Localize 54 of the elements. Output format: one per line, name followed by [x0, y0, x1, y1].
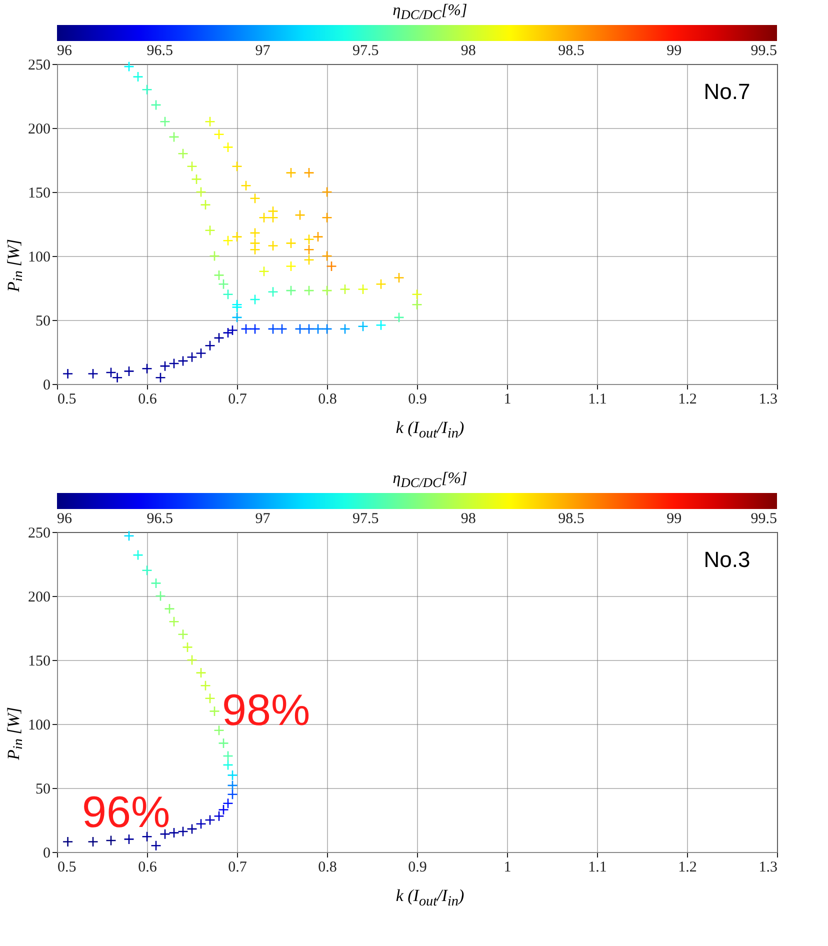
y-tick-label: 50 — [36, 782, 50, 798]
color-bar-title: η$_{DC/DC}$[%] — [392, 2, 468, 24]
color-bar-label: 97.5 — [352, 43, 379, 59]
color-bar-label: 99.5 — [750, 43, 777, 59]
x-axis-title: k (I$_{out}$/I$_{in}$) — [394, 418, 466, 442]
x-tick-label: 1 — [504, 860, 512, 876]
y-tick-label: 50 — [36, 314, 50, 330]
x-tick-label: 1 — [504, 392, 512, 408]
annotation: No.7 — [704, 79, 750, 104]
color-bar-label: 96 — [57, 43, 72, 59]
x-tick-label: 1.3 — [758, 392, 778, 408]
y-tick-label: 150 — [28, 654, 50, 670]
x-tick-label: 0.8 — [318, 392, 337, 408]
x-tick-label: 0.6 — [138, 392, 158, 408]
color-bar-label: 99.5 — [750, 511, 777, 527]
y-tick-label: 100 — [28, 250, 50, 266]
x-tick-label: 0.9 — [408, 392, 427, 408]
x-tick-label: 0.5 — [58, 392, 76, 408]
color-bar-label: 97 — [255, 511, 271, 527]
color-bar-title: η$_{DC/DC}$[%] — [392, 470, 468, 492]
x-tick-label: 1.2 — [678, 860, 697, 876]
y-tick-label: 150 — [28, 186, 50, 202]
x-tick-label: 0.6 — [138, 860, 158, 876]
x-axis-title: k (I$_{out}$/I$_{in}$) — [394, 886, 466, 910]
annotation: 96% — [82, 788, 170, 837]
x-tick-label: 1.2 — [678, 392, 697, 408]
x-tick-label: 0.7 — [228, 392, 248, 408]
color-bar-label: 98.5 — [558, 511, 584, 527]
color-bar-label: 97 — [255, 43, 271, 59]
x-tick-label: 0.8 — [318, 860, 337, 876]
x-tick-label: 0.9 — [408, 860, 427, 876]
color-bar-label: 98 — [460, 43, 476, 59]
color-bar-label: 96.5 — [146, 511, 173, 527]
annotation: 98% — [222, 686, 310, 735]
y-tick-label: 200 — [28, 590, 50, 606]
color-bar-label: 98 — [460, 511, 476, 527]
y-tick-label: 100 — [28, 718, 50, 734]
color-bar-label: 98.5 — [558, 43, 584, 59]
y-tick-label: 250 — [28, 58, 50, 74]
y-tick-label: 250 — [28, 526, 50, 542]
annotation: No.3 — [704, 547, 750, 572]
x-tick-label: 1.1 — [588, 860, 607, 876]
color-bar-label: 97.5 — [352, 511, 379, 527]
x-tick-label: 0.5 — [58, 860, 76, 876]
color-bar-label: 96 — [57, 511, 72, 527]
color-bar-label: 96.5 — [146, 43, 173, 59]
x-tick-label: 1.1 — [588, 392, 607, 408]
x-tick-label: 0.7 — [228, 860, 248, 876]
color-bar-label: 99 — [666, 511, 682, 527]
x-tick-label: 1.3 — [758, 860, 778, 876]
y-tick-label: 200 — [28, 122, 50, 138]
y-tick-label: 0 — [43, 846, 50, 862]
y-tick-label: 0 — [43, 378, 50, 394]
color-bar-label: 99 — [666, 43, 682, 59]
